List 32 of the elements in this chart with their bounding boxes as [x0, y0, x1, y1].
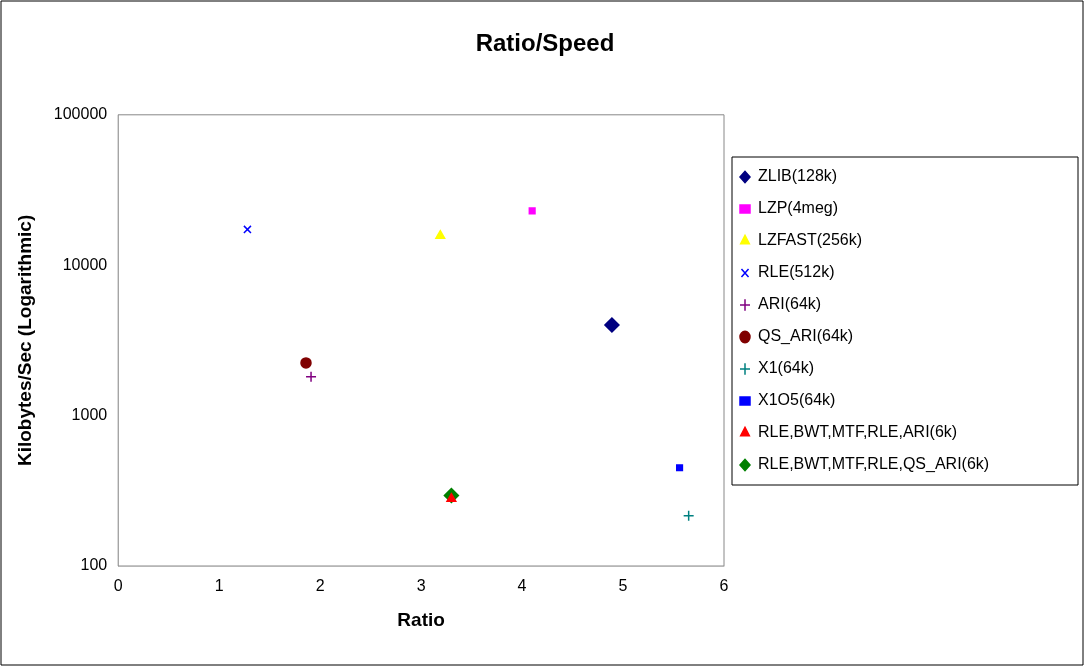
legend-label: RLE,BWT,MTF,RLE,ARI(6k)	[758, 423, 958, 441]
y-tick-label: 100000	[53, 105, 108, 123]
legend-label: RLE,BWT,MTF,RLE,QS_ARI(6k)	[758, 455, 990, 474]
x-tick-label: 0	[113, 577, 123, 595]
legend-label: LZFAST(256k)	[758, 231, 863, 249]
x-tick-label: 6	[719, 577, 729, 595]
point	[300, 357, 312, 369]
point	[435, 229, 446, 239]
point	[305, 371, 317, 383]
y-tick-label: 1000	[71, 406, 108, 424]
x-tick-label: 5	[618, 577, 628, 595]
y-tick-label: 100	[80, 556, 108, 574]
chart-title: Ratio/Speed	[475, 29, 615, 57]
legend-label: X1(64k)	[758, 359, 815, 377]
point	[604, 317, 620, 333]
legend-label: ARI(64k)	[758, 295, 822, 313]
x-axis-title: Ratio	[397, 608, 445, 630]
x-tick-label: 4	[517, 577, 527, 595]
legend-label: ZLIB(128k)	[758, 167, 838, 185]
point	[676, 464, 684, 472]
x-tick-label: 1	[214, 577, 224, 595]
legend-label: LZP(4meg)	[758, 199, 839, 217]
x-tick-label: 2	[315, 577, 325, 595]
y-axis-title: Kilobytes/Sec (Logarithmic)	[13, 214, 35, 467]
point	[682, 509, 695, 522]
y-tick-label: 10000	[62, 255, 108, 273]
point	[243, 225, 252, 234]
legend-label: X1O5(64k)	[758, 391, 836, 409]
x-tick-label: 3	[416, 577, 426, 595]
legend-label: RLE(512k)	[758, 263, 835, 281]
point	[528, 207, 536, 215]
legend-label: QS_ARI(64k)	[758, 327, 854, 346]
